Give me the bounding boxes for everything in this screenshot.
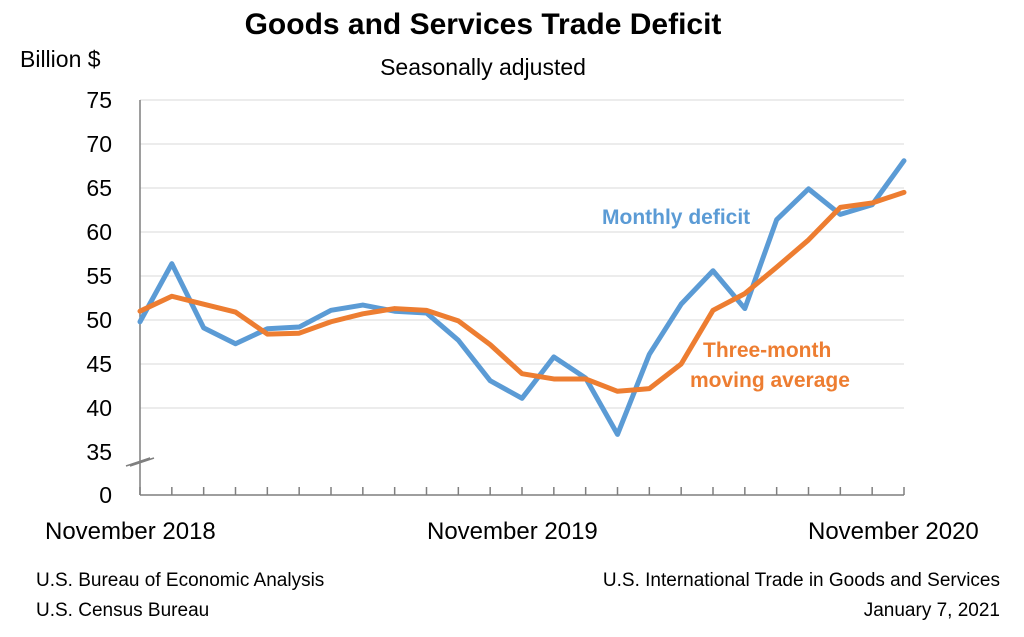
series-label-monthly-deficit: Monthly deficit bbox=[602, 206, 750, 229]
y-tick-label: 60 bbox=[86, 219, 112, 245]
series-label-moving-average: Three-month bbox=[703, 339, 831, 362]
y-tick-label: 65 bbox=[86, 175, 112, 201]
y-tick-label: 50 bbox=[86, 307, 112, 333]
y-tick-label: 35 bbox=[86, 439, 112, 465]
y-tick-label: 75 bbox=[86, 87, 112, 113]
y-tick-label: 55 bbox=[86, 263, 112, 289]
axis-break-icon bbox=[125, 457, 155, 467]
report-name: U.S. International Trade in Goods and Se… bbox=[602, 570, 1000, 591]
series-label-moving-average: moving average bbox=[690, 369, 850, 392]
chart-title: Goods and Services Trade Deficit bbox=[244, 8, 722, 41]
x-tick-label: November 2020 bbox=[808, 518, 979, 545]
x-tick-label: November 2019 bbox=[427, 518, 598, 545]
y-tick-label: 70 bbox=[86, 131, 112, 157]
y-tick-label: 40 bbox=[86, 395, 112, 421]
x-tick-label: November 2018 bbox=[45, 518, 216, 545]
source-census: U.S. Census Bureau bbox=[36, 600, 210, 621]
source-bea: U.S. Bureau of Economic Analysis bbox=[36, 570, 325, 591]
y-tick-label: 45 bbox=[86, 351, 112, 377]
y-axis-label: Billion $ bbox=[20, 46, 101, 72]
y-tick-label: 0 bbox=[99, 482, 112, 508]
chart-subtitle: Seasonally adjusted bbox=[380, 54, 586, 80]
release-date: January 7, 2021 bbox=[863, 600, 1000, 621]
series-line-monthly-deficit bbox=[137, 158, 907, 437]
